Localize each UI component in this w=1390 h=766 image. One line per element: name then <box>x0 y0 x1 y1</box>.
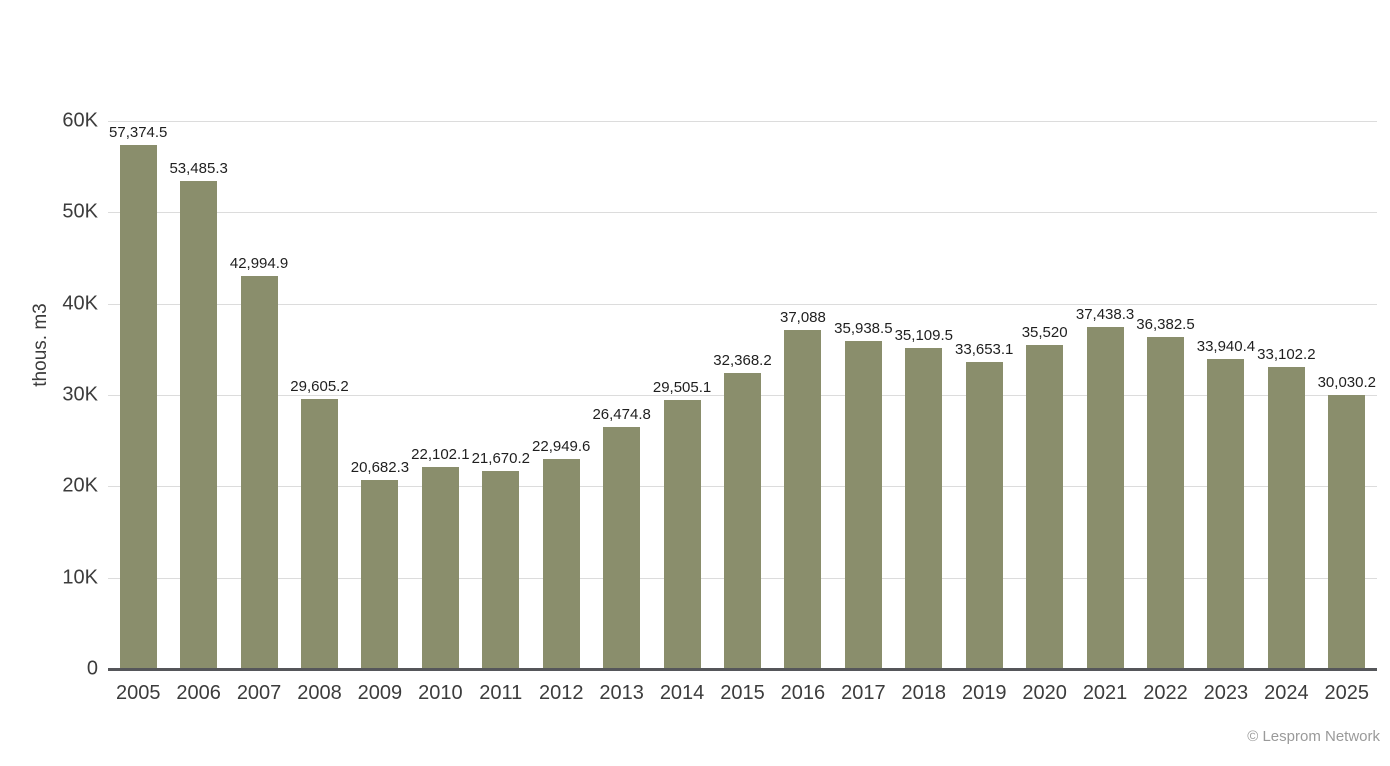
bar-2023[interactable] <box>1207 359 1245 669</box>
value-label-2013: 26,474.8 <box>592 406 651 423</box>
x-axis-line <box>108 668 1377 671</box>
gridline-50k <box>108 212 1377 214</box>
y-tick-label-50k: 50K <box>62 200 98 223</box>
value-label-2009: 20,682.3 <box>350 459 410 476</box>
value-label-2005: 57,374.5 <box>109 124 168 141</box>
bar-2024[interactable] <box>1267 367 1305 669</box>
bar-2009[interactable] <box>361 480 399 669</box>
value-label-2022: 36,382.5 <box>1136 316 1195 333</box>
bar-2020[interactable] <box>1026 345 1064 669</box>
bar-2018[interactable] <box>905 348 943 669</box>
x-tick-label-2005: 2005 <box>115 682 161 704</box>
gridline-60k <box>108 121 1377 122</box>
bar-2008[interactable] <box>301 399 338 669</box>
bar-2016[interactable] <box>784 330 822 669</box>
bar-2012[interactable] <box>542 459 580 669</box>
x-tick-label-2025: 2025 <box>1324 682 1370 704</box>
x-tick-label-2015: 2015 <box>720 682 765 704</box>
value-label-2008: 29,605.2 <box>290 378 349 395</box>
bar-2014[interactable] <box>663 400 701 669</box>
y-tick-label-40k: 40K <box>62 292 98 315</box>
y-tick-label-30k: 30K <box>62 383 98 406</box>
x-tick-label-2021: 2021 <box>1082 682 1128 704</box>
x-tick-label-2007: 2007 <box>236 682 282 704</box>
value-label-2012: 22,949.6 <box>532 438 591 455</box>
x-tick-label-2016: 2016 <box>780 682 826 704</box>
x-tick-label-2011: 2011 <box>479 682 523 704</box>
x-tick-label-2014: 2014 <box>659 682 705 704</box>
x-tick-label-2023: 2023 <box>1203 682 1249 704</box>
bar-2006[interactable] <box>180 181 218 669</box>
plot-area <box>108 121 1377 671</box>
x-tick-label-2018: 2018 <box>901 682 947 704</box>
value-label-2023: 33,940.4 <box>1196 338 1256 355</box>
gridline-40k <box>108 303 1377 305</box>
bar-2017[interactable] <box>844 341 882 669</box>
y-axis-title: thous. m3 <box>30 303 51 387</box>
bar-2019[interactable] <box>965 362 1003 669</box>
y-tick-label-10k: 10K <box>62 566 98 589</box>
attribution: © Lesprom Network <box>1247 728 1380 745</box>
x-tick-label-2013: 2013 <box>599 682 644 704</box>
bar-2025[interactable] <box>1328 395 1366 669</box>
value-label-2018: 35,109.5 <box>894 327 953 344</box>
x-tick-label-2022: 2022 <box>1143 682 1188 704</box>
x-tick-label-2012: 2012 <box>538 682 584 704</box>
x-tick-label-2009: 2009 <box>357 682 403 704</box>
value-label-2017: 35,938.5 <box>834 320 893 337</box>
y-tick-label-0: 0 <box>86 657 98 680</box>
x-tick-label-2017: 2017 <box>841 682 886 704</box>
bar-2021[interactable] <box>1086 327 1124 669</box>
value-label-2007: 42,994.9 <box>229 255 289 272</box>
value-label-2011: 21,670.2 <box>471 450 530 467</box>
bar-2013[interactable] <box>603 427 641 669</box>
bar-2015[interactable] <box>724 373 761 669</box>
value-label-2021: 37,438.3 <box>1075 306 1135 323</box>
x-tick-label-2019: 2019 <box>961 682 1007 704</box>
x-tick-label-2006: 2006 <box>176 682 221 704</box>
value-label-2024: 33,102.2 <box>1257 346 1316 363</box>
bar-2022[interactable] <box>1147 337 1184 669</box>
value-label-2006: 53,485.3 <box>169 160 228 177</box>
value-label-2019: 33,653.1 <box>955 341 1014 358</box>
bar-2011[interactable] <box>482 471 520 669</box>
value-label-2015: 32,368.2 <box>713 352 772 369</box>
y-tick-label-20k: 20K <box>62 474 98 497</box>
x-tick-label-2010: 2010 <box>418 682 463 704</box>
x-tick-label-2020: 2020 <box>1022 682 1067 704</box>
x-tick-label-2008: 2008 <box>297 682 342 704</box>
x-tick-label-2024: 2024 <box>1264 682 1309 704</box>
bar-2005[interactable] <box>119 145 157 669</box>
bar-2007[interactable] <box>240 276 278 669</box>
value-label-2010: 22,102.1 <box>411 446 470 463</box>
value-label-2016: 37,088 <box>779 309 826 326</box>
value-label-2025: 30,030.2 <box>1317 374 1376 391</box>
value-label-2014: 29,505.1 <box>652 379 712 396</box>
bar-2010[interactable] <box>421 467 459 669</box>
value-label-2020: 35,520 <box>1021 324 1068 341</box>
y-tick-label-60k: 60K <box>62 109 98 132</box>
